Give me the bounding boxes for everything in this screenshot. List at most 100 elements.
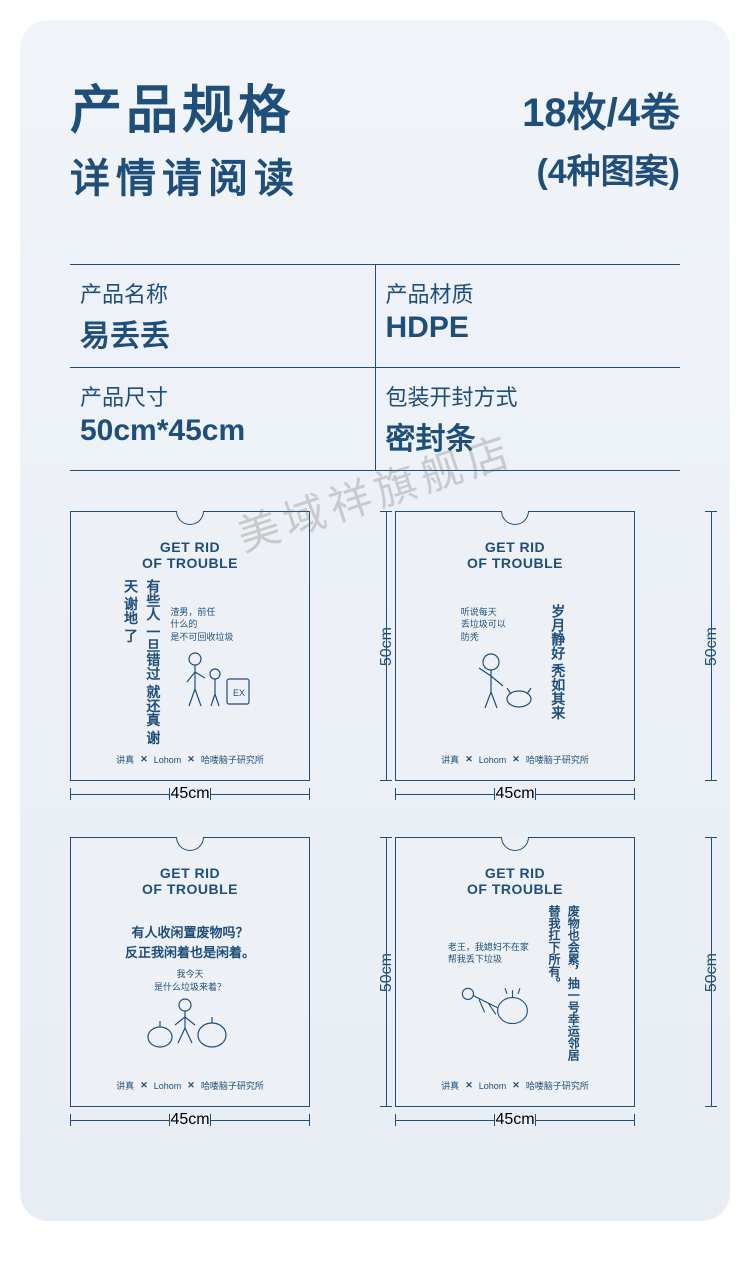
design-item: GET RID OF TROUBLE 老王，我媳妇不在家 帮我丢下垃圾 [395, 837, 680, 1133]
spec-row: 产品名称 易丢丢 产品材质 HDPE [70, 264, 680, 367]
bag-body: 有些人 一旦错过 就还真 谢天 谢地 了 渣男，前任 什么的 是不可回收垃圾 E… [85, 579, 295, 745]
bag-footer: 讲真 ✕ Lohom ✕ 哈喽脑子研究所 [116, 753, 264, 766]
bag-body: 老王，我媳妇不在家 帮我丢下垃圾 废物也会累，抽一号幸运邻居 替我扛下所有。 [410, 905, 620, 1071]
lying-person-bag-icon [448, 966, 538, 1031]
bag-footer: 讲真 ✕ Lohom ✕ 哈喽脑子研究所 [441, 753, 589, 766]
x-icon: ✕ [512, 1080, 520, 1091]
brand-1: 讲真 [441, 1079, 459, 1092]
brand-3: 哈喽脑子研究所 [201, 1079, 264, 1092]
width-label: 45cm [495, 1111, 534, 1129]
bag-design-3: GET RID OF TROUBLE 有人收闲置废物吗？ 反正我闲着也是闲着。 … [70, 837, 310, 1107]
x-icon: ✕ [465, 1080, 473, 1091]
design-item: GET RID OF TROUBLE 有人收闲置废物吗？ 反正我闲着也是闲着。 … [70, 837, 355, 1133]
bag-subtext: 听说每天 丢垃圾可以 防秃 [461, 606, 541, 644]
dimension-vertical: 50cm [386, 511, 387, 781]
bag-notch [501, 511, 529, 525]
bag-notch [176, 837, 204, 851]
x-icon: ✕ [187, 754, 195, 765]
spec-label: 产品材质 [386, 277, 671, 309]
dimension-vertical: 50cm [711, 511, 712, 781]
dimension-horizontal: 45cm [395, 1107, 635, 1133]
header-left: 产品规格 详情请阅读 [70, 80, 300, 204]
bag-title-line2: OF TROUBLE [142, 555, 238, 571]
x-icon: ✕ [465, 754, 473, 765]
person-trash-icon: EX [170, 644, 260, 714]
bag-title-line2: OF TROUBLE [467, 555, 563, 571]
spec-table: 产品名称 易丢丢 产品材质 HDPE 产品尺寸 50cm*45cm 包装开封方式… [70, 264, 680, 471]
bag-subtext: 我今天 是什么垃圾来着？ [154, 968, 226, 993]
spec-value: 密封条 [386, 414, 671, 458]
x-icon: ✕ [140, 754, 148, 765]
brand-2: Lohom [479, 1081, 507, 1091]
spec-label: 产品名称 [80, 277, 365, 309]
brand-1: 讲真 [116, 753, 134, 766]
width-label: 45cm [170, 785, 209, 803]
height-label: 50cm [703, 617, 721, 676]
spec-cell: 产品尺寸 50cm*45cm [70, 368, 375, 470]
height-label: 50cm [703, 943, 721, 1002]
bag-footer: 讲真 ✕ Lohom ✕ 哈喽脑子研究所 [441, 1079, 589, 1092]
spec-cell: 产品名称 易丢丢 [70, 265, 375, 367]
bag-design-4: GET RID OF TROUBLE 老王，我媳妇不在家 帮我丢下垃圾 [395, 837, 635, 1107]
bag-title: GET RID OF TROUBLE [467, 540, 563, 571]
bag-title-line1: GET RID [485, 865, 545, 881]
bag-subtext: 渣男，前任 什么的 是不可回收垃圾 [170, 606, 260, 644]
brand-1: 讲真 [441, 753, 459, 766]
spec-row: 产品尺寸 50cm*45cm 包装开封方式 密封条 [70, 367, 680, 471]
spec-value: 易丢丢 [80, 311, 365, 355]
spec-label: 包装开封方式 [386, 380, 671, 412]
bag-title-line1: GET RID [485, 539, 545, 555]
bag-title: GET RID OF TROUBLE [142, 866, 238, 897]
dimension-horizontal: 45cm [70, 1107, 310, 1133]
bag-slogan: 废物也会累，抽一号幸运邻居 替我扛下所有。 [544, 905, 582, 1071]
spec-label: 产品尺寸 [80, 380, 365, 412]
width-label: 45cm [170, 1111, 209, 1129]
bag-body: 听说每天 丢垃圾可以 防秃 岁月静好 秃如其来 [410, 579, 620, 745]
spec-value: 50cm*45cm [80, 414, 365, 448]
x-icon: ✕ [187, 1080, 195, 1091]
design-item: GET RID OF TROUBLE 听说每天 丢垃圾可以 防秃 [395, 511, 680, 807]
header: 产品规格 详情请阅读 18枚/4卷 (4种图案) [70, 80, 680, 204]
bag-footer: 讲真 ✕ Lohom ✕ 哈喽脑子研究所 [116, 1079, 264, 1092]
spec-cell: 产品材质 HDPE [375, 265, 681, 367]
spec-cell: 包装开封方式 密封条 [375, 368, 681, 470]
brand-2: Lohom [479, 755, 507, 765]
bag-title-line2: OF TROUBLE [467, 881, 563, 897]
spec-value: HDPE [386, 311, 671, 345]
bag-design-2: GET RID OF TROUBLE 听说每天 丢垃圾可以 防秃 [395, 511, 635, 781]
svg-text:EX: EX [233, 688, 245, 698]
bag-notch [176, 511, 204, 525]
brand-3: 哈喽脑子研究所 [201, 753, 264, 766]
header-right: 18枚/4卷 (4种图案) [522, 80, 680, 193]
bag-design-1: GET RID OF TROUBLE 有些人 一旦错过 就还真 谢天 谢地 了 … [70, 511, 310, 781]
product-spec-card: 产品规格 详情请阅读 18枚/4卷 (4种图案) 产品名称 易丢丢 产品材质 H… [20, 20, 730, 1221]
dimension-horizontal: 45cm [395, 781, 635, 807]
bag-slogan: 岁月静好 秃如其来 [547, 604, 569, 720]
quantity: 18枚/4卷 [522, 80, 680, 138]
bag-slogan: 有人收闲置废物吗？ 反正我闲着也是闲着。 [125, 923, 255, 962]
title: 产品规格 [70, 80, 300, 142]
width-label: 45cm [495, 785, 534, 803]
brand-2: Lohom [154, 1081, 182, 1091]
bag-title: GET RID OF TROUBLE [142, 540, 238, 571]
brand-3: 哈喽脑子研究所 [526, 753, 589, 766]
bag-title-line1: GET RID [160, 539, 220, 555]
dimension-vertical: 50cm [711, 837, 712, 1107]
x-icon: ✕ [140, 1080, 148, 1091]
bag-slogan: 有些人 一旦错过 就还真 谢天 谢地 了 [120, 579, 165, 745]
sitting-person-bags-icon [135, 993, 245, 1053]
height-label: 50cm [378, 943, 396, 1002]
bag-body: 有人收闲置废物吗？ 反正我闲着也是闲着。 我今天 是什么垃圾来着？ [85, 905, 295, 1071]
brand-1: 讲真 [116, 1079, 134, 1092]
height-label: 50cm [378, 617, 396, 676]
pattern-count: (4种图案) [522, 144, 680, 193]
brand-2: Lohom [154, 755, 182, 765]
subtitle: 详情请阅读 [70, 146, 300, 204]
brand-3: 哈喽脑子研究所 [526, 1079, 589, 1092]
bag-title: GET RID OF TROUBLE [467, 866, 563, 897]
bag-title-line1: GET RID [160, 865, 220, 881]
bag-title-line2: OF TROUBLE [142, 881, 238, 897]
x-icon: ✕ [512, 754, 520, 765]
bag-notch [501, 837, 529, 851]
design-grid: GET RID OF TROUBLE 有些人 一旦错过 就还真 谢天 谢地 了 … [70, 511, 680, 1133]
